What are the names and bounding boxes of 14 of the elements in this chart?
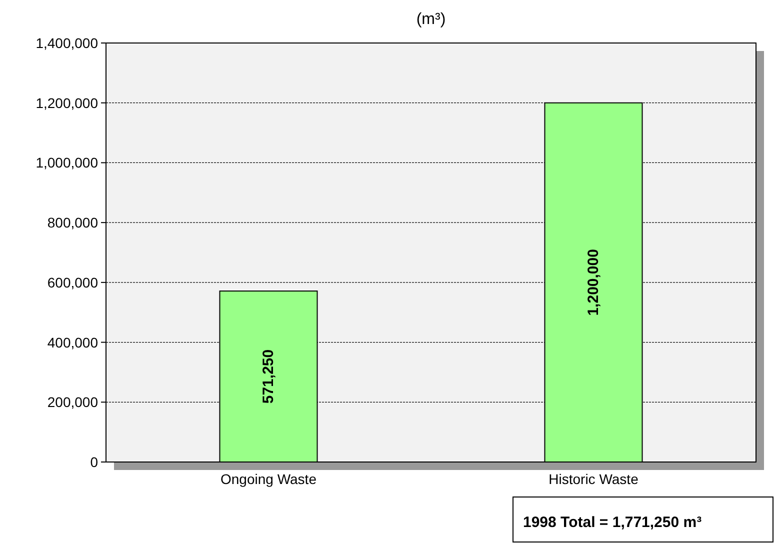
y-tick-label: 400,000 [47,334,98,350]
data-label: 571,250 [260,349,277,404]
y-tick-label: 0 [90,454,98,470]
chart-title: (m³) [416,11,446,28]
y-tick-label: 600,000 [47,274,98,290]
text: 1998 Total = 1,771,250 m³ [523,514,702,531]
y-tick-label: 1,000,000 [36,154,98,171]
y-tick-label: 1,200,000 [36,94,98,111]
y-tick-label: 200,000 [47,394,98,410]
y-tick-label: 800,000 [47,214,98,231]
x-tick-label: Historic Waste [548,471,639,487]
y-tick-label: 1,400,000 [36,35,98,51]
data-label: 1,200,000 [585,249,602,316]
x-tick-label: Ongoing Waste [220,471,317,487]
